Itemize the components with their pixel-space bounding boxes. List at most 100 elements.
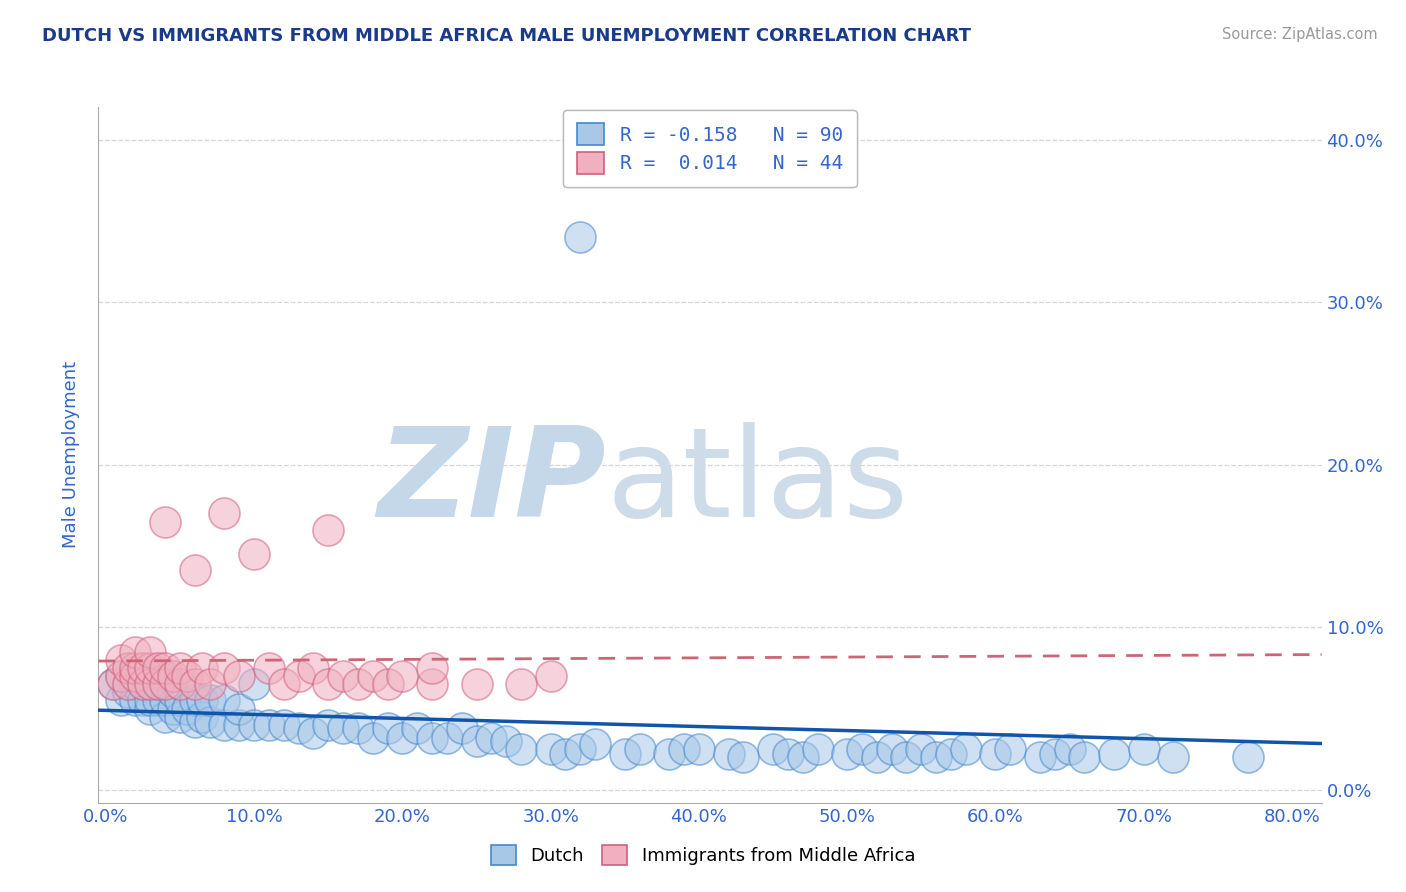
- Point: [132, 677, 155, 691]
- Point: [540, 669, 562, 683]
- Point: [377, 677, 399, 691]
- Point: [139, 645, 162, 659]
- Point: [287, 721, 309, 735]
- Point: [110, 693, 132, 707]
- Point: [169, 677, 191, 691]
- Point: [613, 747, 636, 761]
- Point: [214, 718, 236, 732]
- Point: [162, 685, 184, 699]
- Point: [939, 747, 962, 761]
- Point: [191, 693, 214, 707]
- Point: [302, 661, 325, 675]
- Point: [184, 714, 207, 729]
- Point: [510, 742, 533, 756]
- Point: [762, 742, 785, 756]
- Point: [1132, 742, 1154, 756]
- Point: [146, 677, 169, 691]
- Point: [688, 742, 710, 756]
- Point: [169, 661, 191, 675]
- Point: [243, 677, 266, 691]
- Point: [153, 661, 176, 675]
- Point: [332, 721, 354, 735]
- Point: [214, 507, 236, 521]
- Point: [110, 669, 132, 683]
- Point: [214, 661, 236, 675]
- Point: [540, 742, 562, 756]
- Point: [347, 721, 370, 735]
- Point: [955, 742, 977, 756]
- Point: [495, 734, 517, 748]
- Point: [169, 693, 191, 707]
- Point: [569, 230, 592, 244]
- Point: [110, 669, 132, 683]
- Point: [132, 677, 155, 691]
- Point: [139, 677, 162, 691]
- Point: [866, 750, 889, 764]
- Point: [243, 547, 266, 561]
- Point: [1000, 742, 1022, 756]
- Point: [153, 515, 176, 529]
- Point: [465, 734, 488, 748]
- Point: [146, 661, 169, 675]
- Point: [153, 693, 176, 707]
- Point: [420, 677, 443, 691]
- Point: [1059, 742, 1081, 756]
- Point: [1029, 750, 1052, 764]
- Point: [184, 693, 207, 707]
- Point: [569, 742, 592, 756]
- Point: [153, 677, 176, 691]
- Point: [554, 747, 576, 761]
- Point: [361, 669, 384, 683]
- Point: [103, 677, 125, 691]
- Point: [191, 661, 214, 675]
- Point: [139, 693, 162, 707]
- Point: [465, 677, 488, 691]
- Point: [117, 685, 139, 699]
- Point: [132, 661, 155, 675]
- Point: [132, 693, 155, 707]
- Legend: R = -0.158   N = 90, R =  0.014   N = 44: R = -0.158 N = 90, R = 0.014 N = 44: [564, 110, 856, 187]
- Point: [146, 693, 169, 707]
- Point: [103, 677, 125, 691]
- Point: [896, 750, 918, 764]
- Point: [361, 731, 384, 745]
- Point: [273, 718, 295, 732]
- Point: [479, 731, 502, 745]
- Point: [110, 653, 132, 667]
- Y-axis label: Male Unemployment: Male Unemployment: [62, 361, 80, 549]
- Point: [406, 721, 429, 735]
- Point: [184, 677, 207, 691]
- Point: [139, 701, 162, 715]
- Point: [117, 677, 139, 691]
- Point: [169, 709, 191, 723]
- Point: [302, 726, 325, 740]
- Point: [228, 718, 250, 732]
- Point: [316, 718, 339, 732]
- Point: [583, 737, 606, 751]
- Point: [139, 661, 162, 675]
- Point: [139, 677, 162, 691]
- Text: Source: ZipAtlas.com: Source: ZipAtlas.com: [1222, 27, 1378, 42]
- Point: [391, 669, 413, 683]
- Point: [198, 693, 221, 707]
- Point: [287, 669, 309, 683]
- Point: [176, 669, 198, 683]
- Point: [124, 645, 146, 659]
- Point: [153, 669, 176, 683]
- Point: [1163, 750, 1185, 764]
- Text: ZIP: ZIP: [377, 422, 606, 543]
- Point: [880, 742, 903, 756]
- Point: [984, 747, 1007, 761]
- Point: [243, 718, 266, 732]
- Point: [117, 677, 139, 691]
- Point: [117, 661, 139, 675]
- Point: [162, 669, 184, 683]
- Point: [806, 742, 828, 756]
- Point: [139, 669, 162, 683]
- Point: [176, 701, 198, 715]
- Point: [198, 677, 221, 691]
- Point: [450, 721, 472, 735]
- Point: [162, 701, 184, 715]
- Point: [316, 677, 339, 691]
- Point: [673, 742, 696, 756]
